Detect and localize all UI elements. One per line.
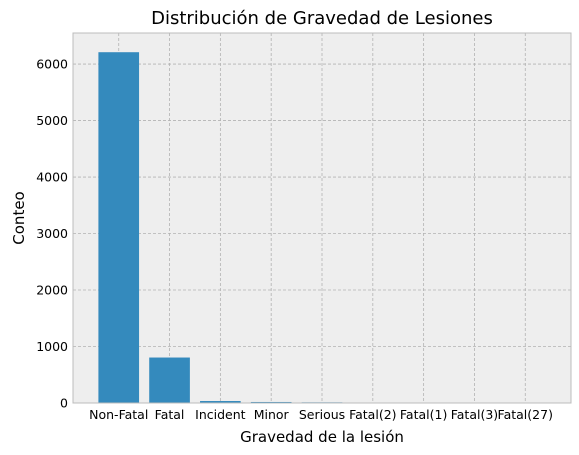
- x-tick-labels: Non-Fatal Fatal Incident Minor Serious Fatal(…: [89, 407, 553, 422]
- x-tick-label: Non-Fatal: [89, 407, 148, 422]
- x-tick-label: Serious: [299, 407, 345, 422]
- y-tick-label: 4000: [36, 170, 68, 185]
- x-axis-label: Gravedad de la lesión: [240, 428, 404, 446]
- grid-lines: [73, 33, 571, 404]
- x-tick-label: Fatal(3): [451, 407, 498, 422]
- y-tick-label: 5000: [36, 113, 68, 128]
- bar-incident: [200, 401, 241, 403]
- x-tick-label: Incident: [195, 407, 246, 422]
- y-tick-label: 6000: [36, 57, 68, 72]
- bars: [98, 52, 546, 403]
- y-tick-labels: 0 1000 2000 3000 4000 5000 6000: [36, 57, 68, 411]
- x-tick-label: Minor: [254, 407, 290, 422]
- chart-title: Distribución de Gravedad de Lesiones: [151, 8, 493, 29]
- bar-fatal: [149, 357, 190, 403]
- y-tick-label: 1000: [36, 339, 68, 354]
- x-tick-label: Fatal(2): [349, 407, 396, 422]
- x-tick-label: Fatal: [155, 407, 185, 422]
- y-tick-label: 3000: [36, 226, 68, 241]
- bar-minor: [250, 401, 292, 403]
- y-tick-label: 2000: [36, 283, 68, 298]
- x-tick-label: Fatal(1): [400, 407, 447, 422]
- y-tick-label: 0: [60, 396, 68, 411]
- plot-frame: [72, 32, 572, 404]
- y-axis-label: Conteo: [10, 191, 28, 244]
- bar-non-fatal: [98, 52, 140, 403]
- x-tick-label: Fatal(27): [498, 407, 553, 422]
